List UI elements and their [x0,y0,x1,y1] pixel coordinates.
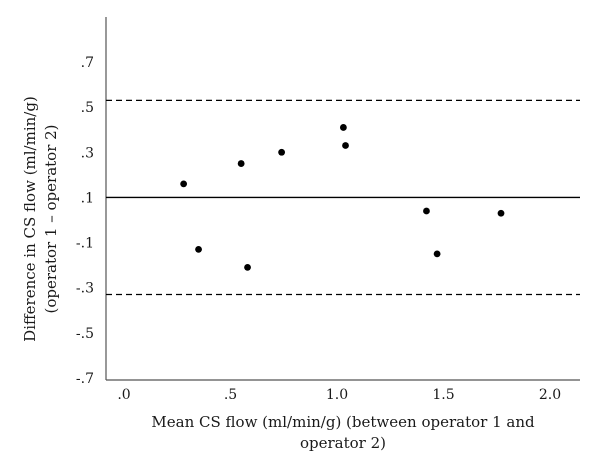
y-tick-label: -.3 [76,281,94,297]
x-tick-label: 2.0 [539,387,561,403]
x-tick-label: 1.0 [326,387,348,403]
data-point [339,124,347,131]
y-tick-label: .1 [81,190,94,206]
y-tick-label: .5 [81,100,94,116]
y-tick-label: .3 [81,145,94,161]
data-point [278,148,286,156]
data-point [195,245,202,253]
data-point [423,207,430,215]
data-point [244,264,251,271]
y-tick-label: -.5 [76,326,94,342]
x-tick-label: .5 [224,387,237,403]
y-axis-title-line: (operator 1 – operator 2) [42,124,60,313]
data-point [342,142,349,149]
x-axis-title-line: operator 2) [300,434,386,452]
x-tick-label: .0 [117,387,130,403]
x-axis-title-line: Mean CS flow (ml/min/g) (between operato… [151,413,535,431]
x-tick-label: 1.5 [432,387,454,403]
y-tick-label: -.1 [76,236,94,252]
y-tick-label: -.7 [76,371,94,387]
y-tick-label: .7 [81,55,94,71]
data-point [180,180,188,188]
y-axis-title-line: Difference in CS flow (ml/min/g) [21,96,39,342]
data-point [237,160,245,167]
data-point [497,209,505,217]
data-point [433,250,441,258]
